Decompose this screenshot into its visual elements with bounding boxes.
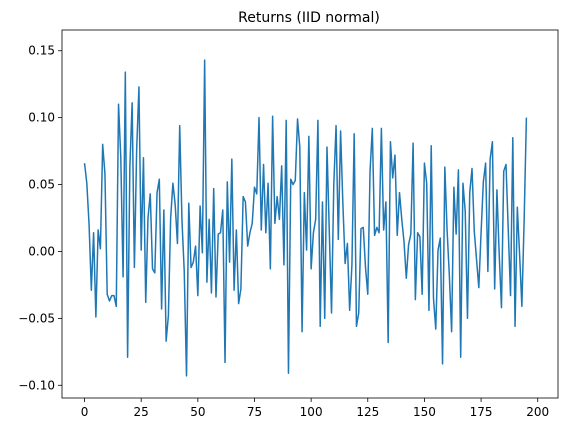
axes: 0 25 50 75 100 125 150 175 200 −0.10 −0.05 0.00 0.05… (18, 29, 559, 419)
x-tick-label: 125 (356, 405, 379, 419)
axes-frame (61, 29, 559, 399)
y-tick-label: 0.00 (28, 244, 55, 258)
x-tick-label: 200 (526, 405, 549, 419)
x-tick-label: 50 (190, 405, 205, 419)
x-tick-label: 175 (470, 405, 493, 419)
y-tick-label: 0.05 (28, 178, 55, 192)
x-tick-label: 75 (247, 405, 262, 419)
x-tick-label: 25 (134, 405, 149, 419)
y-tick-label: 0.15 (28, 44, 55, 58)
y-tick-label: 0.10 (28, 111, 55, 125)
x-tick-label: 150 (413, 405, 436, 419)
x-tick-label: 0 (81, 405, 89, 419)
chart-title: Returns (IID normal) (238, 10, 380, 26)
plot-area (83, 59, 528, 377)
y-tick-label: −0.10 (18, 378, 55, 392)
series-line (83, 59, 528, 377)
y-tick-label: −0.05 (18, 311, 55, 325)
x-tick-label: 100 (300, 405, 323, 419)
